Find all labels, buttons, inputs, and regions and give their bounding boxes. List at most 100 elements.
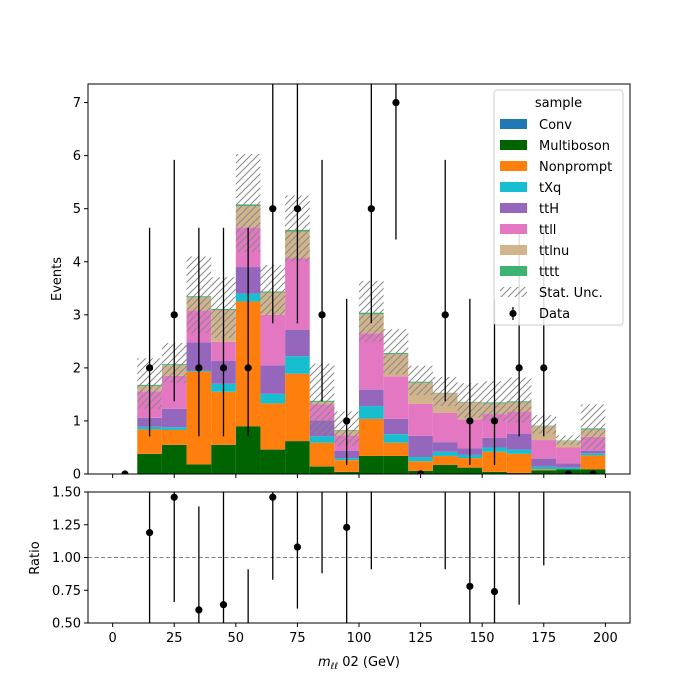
bar-txq-bin-17 — [556, 467, 581, 470]
bar-multiboson-bin-9 — [359, 455, 384, 474]
bar-nonprompt-bin-12 — [432, 455, 458, 465]
ratio-point-1 — [170, 493, 178, 501]
data-point-0 — [121, 470, 129, 474]
ratio-point-6 — [293, 543, 302, 551]
bar-tth-bin-10 — [383, 418, 409, 435]
legend-swatch-txq — [500, 182, 527, 192]
data-point-12 — [416, 470, 425, 474]
x-axis-label-rest: 02 (GeV) — [338, 655, 400, 670]
x-tick-label: 75 — [289, 631, 306, 646]
ratio-y-tick-label: 1.00 — [52, 551, 81, 566]
y-tick-label: 1 — [73, 414, 81, 429]
legend-label-conv: Conv — [539, 118, 572, 133]
legend-swatch-tttt — [500, 266, 527, 276]
y-tick-label: 7 — [73, 96, 81, 111]
bar-txq-bin-18 — [580, 453, 606, 456]
legend-swatch-tth — [500, 203, 527, 213]
legend-label-stat-unc: Stat. Unc. — [539, 286, 603, 301]
x-tick-label: 150 — [470, 631, 495, 646]
bar-tth-bin-15 — [506, 433, 532, 450]
ratio-point-0 — [145, 529, 154, 537]
bar-txq-bin-1 — [161, 427, 187, 430]
bar-tth-bin-11 — [408, 435, 433, 458]
y-tick-label: 0 — [73, 468, 81, 483]
data-point-17 — [540, 364, 548, 372]
data-point-4 — [219, 364, 228, 372]
ratio-y-axis-label: Ratio — [28, 541, 43, 574]
bar-nonprompt-bin-16 — [531, 469, 557, 471]
bar-tth-bin-18 — [580, 450, 606, 454]
bar-txq-bin-5 — [260, 393, 286, 404]
bar-multiboson-bin-14 — [482, 471, 507, 474]
x-tick-label: 100 — [347, 631, 372, 646]
legend-label-data: Data — [539, 307, 570, 322]
bar-nonprompt-bin-6 — [285, 373, 310, 442]
bar-ttll-bin-10 — [383, 376, 409, 419]
legend-swatch-ttll — [500, 224, 527, 234]
data-point-1 — [145, 364, 154, 372]
bar-tth-bin-12 — [432, 442, 458, 452]
bar-multiboson-bin-10 — [383, 455, 409, 474]
bar-tth-bin-5 — [260, 365, 286, 394]
x-tick-label: 50 — [228, 631, 245, 646]
x-tick-label: 0 — [108, 631, 116, 646]
y-axis-label: Events — [50, 257, 65, 301]
x-tick-label: 200 — [593, 631, 618, 646]
bar-txq-bin-12 — [432, 451, 458, 456]
stat-unc-band-bin-11 — [408, 365, 433, 395]
ratio-points — [145, 492, 545, 623]
bar-tth-bin-16 — [531, 458, 557, 467]
data-point-18 — [564, 470, 573, 474]
data-point-10 — [367, 205, 375, 213]
ratio-point-12 — [490, 587, 499, 596]
data-point-5 — [244, 364, 252, 372]
legend-label-tttt: tttt — [539, 265, 559, 280]
y-tick-label: 5 — [73, 202, 81, 217]
ratio-point-11 — [466, 582, 474, 590]
ratio-point-3 — [219, 601, 228, 609]
bar-tth-bin-1 — [161, 408, 187, 428]
legend-label-tth: ttH — [539, 202, 559, 217]
bar-nonprompt-bin-9 — [359, 418, 384, 456]
bar-ttll-bin-12 — [432, 412, 458, 443]
bar-multiboson-bin-3 — [211, 444, 236, 474]
bar-nonprompt-bin-11 — [408, 461, 433, 471]
data-point-6 — [269, 205, 277, 213]
x-tick-label: 25 — [166, 631, 183, 646]
bar-nonprompt-bin-10 — [383, 442, 409, 456]
bar-multiboson-bin-12 — [432, 464, 458, 474]
data-point-13 — [441, 311, 449, 319]
bar-multiboson-bin-0 — [137, 453, 162, 474]
x-tick-label: 125 — [408, 631, 433, 646]
y-tick-label: 3 — [73, 308, 81, 323]
bar-nonprompt-bin-7 — [309, 442, 335, 467]
bar-multiboson-bin-16 — [531, 470, 557, 474]
x-axis-label: mℓℓ 02 (GeV) — [318, 655, 400, 672]
bar-txq-bin-11 — [408, 457, 433, 462]
data-point-19 — [589, 470, 597, 474]
bar-tth-bin-6 — [285, 329, 310, 357]
bar-nonprompt-bin-15 — [506, 453, 532, 473]
bar-nonprompt-bin-8 — [334, 460, 359, 472]
bar-multiboson-bin-13 — [457, 467, 483, 474]
bar-nonprompt-bin-1 — [161, 429, 187, 445]
bar-ttll-bin-11 — [408, 403, 433, 436]
legend-swatch-conv — [500, 119, 527, 129]
data-point-9 — [343, 417, 351, 425]
ratio-y-tick-label: 0.75 — [52, 584, 81, 599]
bar-txq-bin-6 — [285, 356, 310, 374]
ratio-y-tick-label: 1.50 — [52, 486, 81, 501]
legend-swatch-multiboson — [500, 140, 527, 150]
bar-nonprompt-bin-5 — [260, 403, 286, 450]
y-tick-label: 4 — [73, 255, 81, 270]
bar-multiboson-bin-5 — [260, 449, 286, 474]
y-tick-label: 2 — [73, 361, 81, 376]
bar-txq-bin-10 — [383, 434, 409, 443]
data-point-11 — [392, 98, 400, 107]
data-point-16 — [515, 364, 523, 372]
legend-label-ttll: ttll — [539, 223, 556, 238]
legend-title: sample — [535, 96, 582, 111]
data-point-8 — [318, 311, 326, 319]
ratio-y-tick-label: 0.50 — [52, 617, 81, 632]
bar-multiboson-bin-15 — [506, 472, 532, 474]
